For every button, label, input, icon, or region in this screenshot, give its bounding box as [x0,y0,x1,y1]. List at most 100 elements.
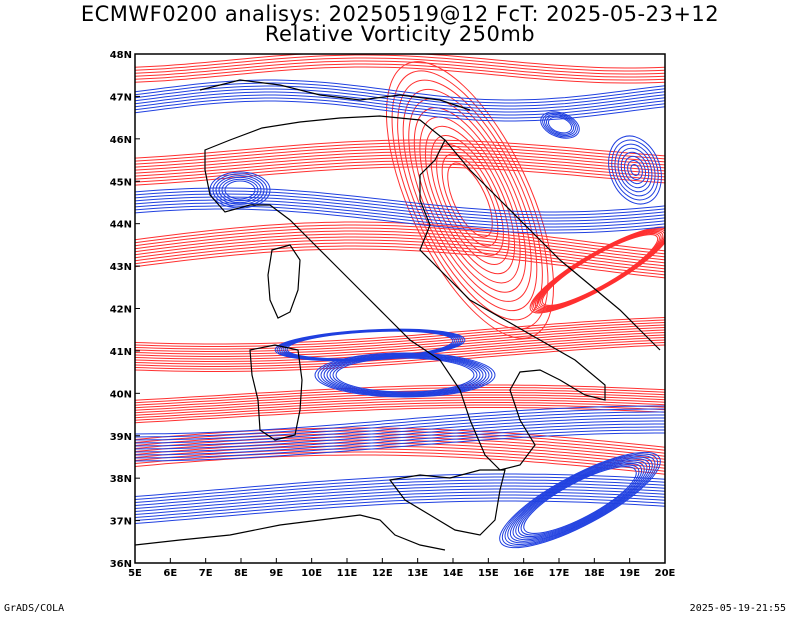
lat-tick-label: 37N [110,517,132,528]
positive-contour [135,399,665,416]
negative-contour [135,91,665,113]
positive-contour [135,66,665,84]
italy-coast [204,115,606,471]
negative-contour [135,405,665,435]
lon-tick-label: 17E [549,568,570,579]
positive-contour [135,322,665,350]
positive-contour [402,88,538,312]
negative-contour [509,458,651,542]
positive-contour [135,397,665,414]
negative-contour [135,426,665,456]
negative-contour [135,85,665,107]
positive-contour [135,221,665,252]
lat-tick-label: 39N [110,432,132,443]
positive-contour [135,448,665,469]
lon-tick-label: 19E [619,568,640,579]
footer-credit: GrADS/COLA [4,603,65,614]
negative-contour [135,408,665,438]
positive-contour [135,404,665,421]
positive-contour [135,332,665,360]
lat-tick-label: 38N [110,474,132,485]
lat-tick-label: 46N [110,135,132,146]
negative-contour [135,429,665,459]
negative-contour [326,355,484,395]
negative-contour [135,94,665,116]
positive-contour [135,454,665,475]
balkan-coast [444,139,661,351]
positive-contour [135,324,665,352]
negative-contour [630,164,640,176]
lon-tick-label: 16E [513,568,534,579]
positive-contour [135,54,665,72]
negative-contour [135,100,665,122]
negative-contour [135,79,665,101]
negative-contour [135,411,665,441]
positive-contour [135,157,665,177]
positive-contour [135,139,665,159]
negative-contour [544,113,576,137]
negative-contour [135,88,665,110]
positive-contour [424,125,516,275]
negative-contour [135,497,665,521]
positive-contour [135,387,665,404]
positive-contour [135,239,665,270]
positive-contour [135,166,665,186]
negative-contour [317,353,493,397]
negative-vorticity-bands [135,79,665,549]
negative-contour [224,180,256,200]
positive-contour [135,227,665,258]
negative-contour [135,205,665,231]
negative-contour [515,461,645,539]
negative-contour [501,453,659,547]
lon-tick-label: 20E [655,568,676,579]
positive-contour [135,145,665,165]
alps-border [199,79,471,111]
negative-contour [507,456,653,544]
negative-contour [135,208,665,234]
negative-contour [542,112,578,138]
positive-contour [135,342,665,370]
positive-contour [135,319,665,347]
lon-tick-label: 9E [269,568,283,579]
negative-contour [320,353,490,397]
positive-contour [135,160,665,180]
negative-contour [135,485,665,509]
negative-contour [540,111,580,139]
negative-contour [135,97,665,119]
positive-contour [135,402,665,419]
negative-contour [135,482,665,506]
negative-contour [504,455,656,545]
lon-tick-label: 12E [372,568,393,579]
negative-contour [512,459,648,541]
africa-coast [135,514,446,551]
negative-contour [135,491,665,515]
positive-contour [441,153,499,247]
negative-contour [335,357,475,393]
negative-contour [135,414,665,444]
positive-contour [135,142,665,162]
lon-tick-label: 8E [234,568,248,579]
negative-contour [221,178,259,202]
positive-contour [135,54,665,69]
negative-contour [212,173,268,207]
sardinia-coast [249,344,303,441]
positive-contour [391,70,549,330]
positive-contour [135,407,665,424]
negative-contour [547,116,573,134]
negative-contour [611,139,659,201]
map-title-line1: ECMWF0200 analisys: 20250519@12 FcT: 202… [80,2,720,26]
positive-contour [135,317,665,345]
lon-tick-label: 10E [301,568,322,579]
latitude-ticks: 36N 37N 38N 39N 40N 41N 42N 43N 44N 45N 46N 47N 48N [110,50,140,570]
negative-contour [614,143,656,197]
lon-tick-label: 15E [478,568,499,579]
negative-contour [135,432,665,462]
positive-contour [135,154,665,174]
negative-contour [135,423,665,453]
negative-contour [620,151,650,189]
negative-contour [135,494,665,518]
lat-tick-label: 47N [110,92,132,103]
positive-contour [135,329,665,357]
positive-contour [135,242,665,273]
